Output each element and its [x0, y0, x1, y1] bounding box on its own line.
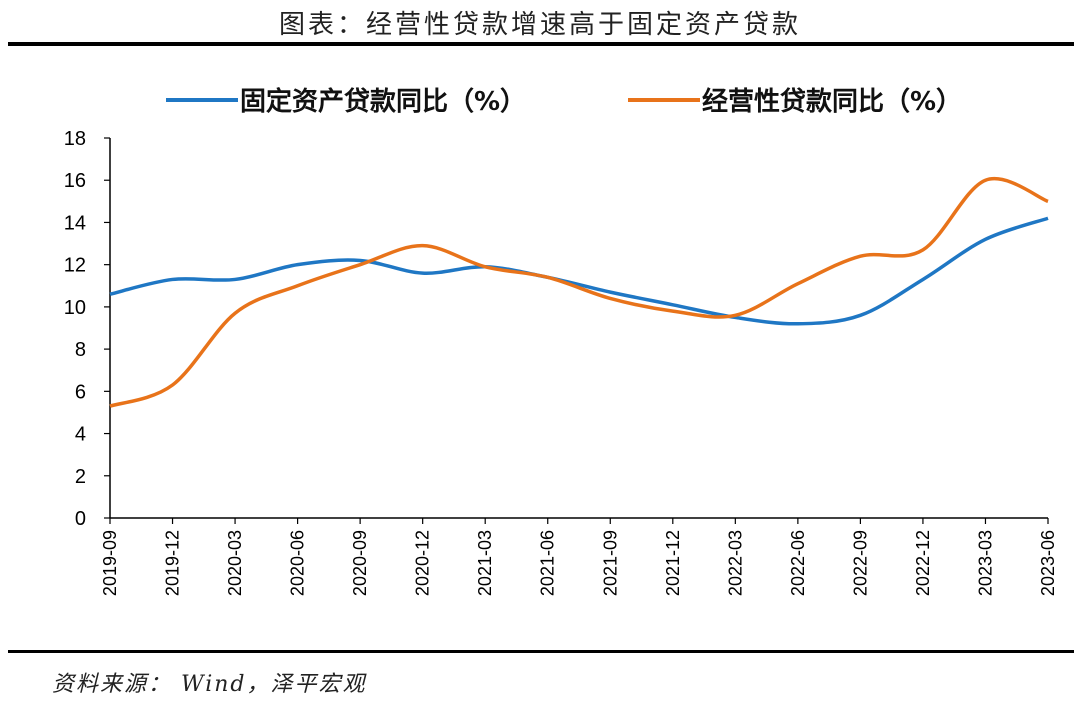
x-tick-label: 2019-09: [100, 530, 120, 596]
source-note: 资料来源： Wind，泽平宏观: [52, 672, 367, 697]
series-lines: [109, 176, 1049, 408]
y-tick-label: 14: [64, 212, 86, 234]
x-tick-label: 2020-06: [288, 530, 308, 596]
x-tick-label: 2020-12: [413, 530, 433, 596]
x-tick-label: 2021-12: [663, 530, 683, 596]
y-tick-label: 10: [64, 297, 86, 319]
y-tick-label: 16: [64, 170, 86, 192]
x-tick-label: 2021-06: [538, 530, 558, 596]
y-tick-label: 4: [75, 424, 86, 446]
y-tick-label: 6: [75, 381, 86, 403]
y-tick-label: 2: [75, 466, 86, 488]
y-axis-ticks: 0 2 4 6 8 10 12 14 16 18: [64, 128, 110, 530]
x-tick-label: 2022-09: [850, 530, 870, 596]
x-tick-label: 2022-06: [788, 530, 808, 596]
x-tick-label: 2020-03: [225, 530, 245, 596]
x-tick-label: 2021-09: [600, 530, 620, 596]
x-tick-label: 2022-03: [725, 530, 745, 596]
figure-title: 图表：经营性贷款增速高于固定资产贷款: [278, 10, 801, 40]
y-tick-label: 18: [64, 128, 86, 150]
legend-label-operating: 经营性贷款同比（%）: [702, 86, 962, 117]
x-tick-label: 2019-12: [163, 530, 183, 596]
legend-label-fixed: 固定资产贷款同比（%）: [240, 86, 526, 117]
x-axis-ticks: 2019-09 2019-12 2020-03 2020-06 2020-09 2020-…: [100, 518, 1058, 596]
top-rule: [8, 42, 1074, 46]
x-tick-label: 2022-12: [913, 530, 933, 596]
y-tick-label: 8: [75, 339, 86, 361]
x-tick-label: 2021-03: [475, 530, 495, 596]
y-tick-label: 0: [75, 508, 86, 530]
series-line-fixed: [109, 216, 1049, 326]
x-tick-label: 2023-03: [975, 530, 995, 596]
bottom-rule: [8, 650, 1074, 653]
x-tick-label: 2023-06: [1038, 530, 1058, 596]
axes: [109, 138, 1048, 519]
y-tick-label: 12: [64, 255, 86, 277]
legend: 固定资产贷款同比（%） 经营性贷款同比（%）: [166, 86, 962, 117]
x-tick-label: 2020-09: [350, 530, 370, 596]
series-line-operating: [109, 176, 1049, 408]
